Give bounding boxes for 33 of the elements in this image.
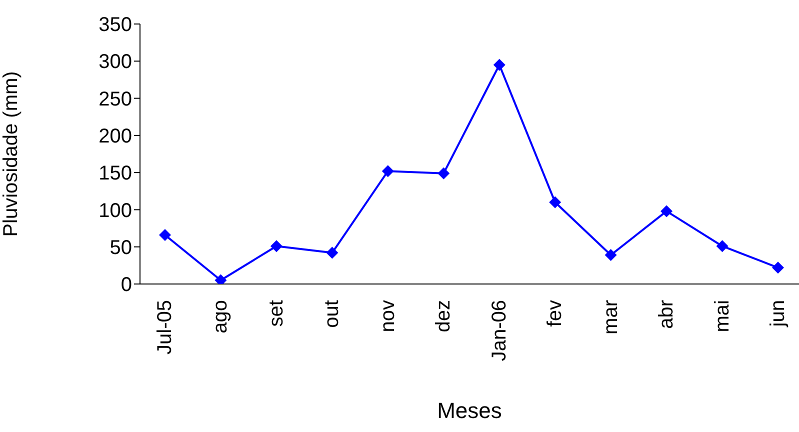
x-tick-label: abr [656, 300, 678, 329]
y-tick-label: 250 [98, 88, 132, 110]
point [326, 246, 338, 259]
x-tick-label: dez [432, 300, 455, 332]
point [716, 240, 728, 252]
point [604, 249, 617, 262]
x-tick-label: out [321, 300, 344, 328]
x-tick-label: nov [376, 300, 399, 332]
x-tick-label: Jul-05 [154, 300, 176, 354]
y-tick-label: 150 [98, 162, 132, 185]
y-tick-label: 0 [120, 274, 132, 296]
point [270, 240, 282, 252]
point [438, 167, 450, 180]
y-tick-label: 100 [98, 200, 132, 222]
y-tick-label: 300 [98, 51, 132, 74]
point [382, 165, 394, 178]
x-tick-label: set [265, 300, 288, 327]
x-tick-label: jun [767, 300, 789, 328]
x-tick-label: Jan-06 [488, 300, 510, 362]
point [772, 262, 784, 274]
point [493, 58, 506, 71]
x-tick-label: mar [600, 300, 622, 334]
point [159, 228, 171, 241]
x-tick-label: fev [544, 300, 566, 327]
y-axis-title: Pluviosidade (mm) [0, 71, 22, 237]
point [660, 205, 673, 218]
y-tick-label: 350 [98, 14, 132, 36]
x-axis-title: Meses [437, 398, 502, 423]
point [549, 196, 562, 208]
y-tick-label: 50 [110, 236, 132, 259]
y-tick-label: 200 [98, 126, 132, 148]
x-tick-label: mai [711, 300, 734, 332]
x-tick-label: ago [210, 300, 232, 334]
